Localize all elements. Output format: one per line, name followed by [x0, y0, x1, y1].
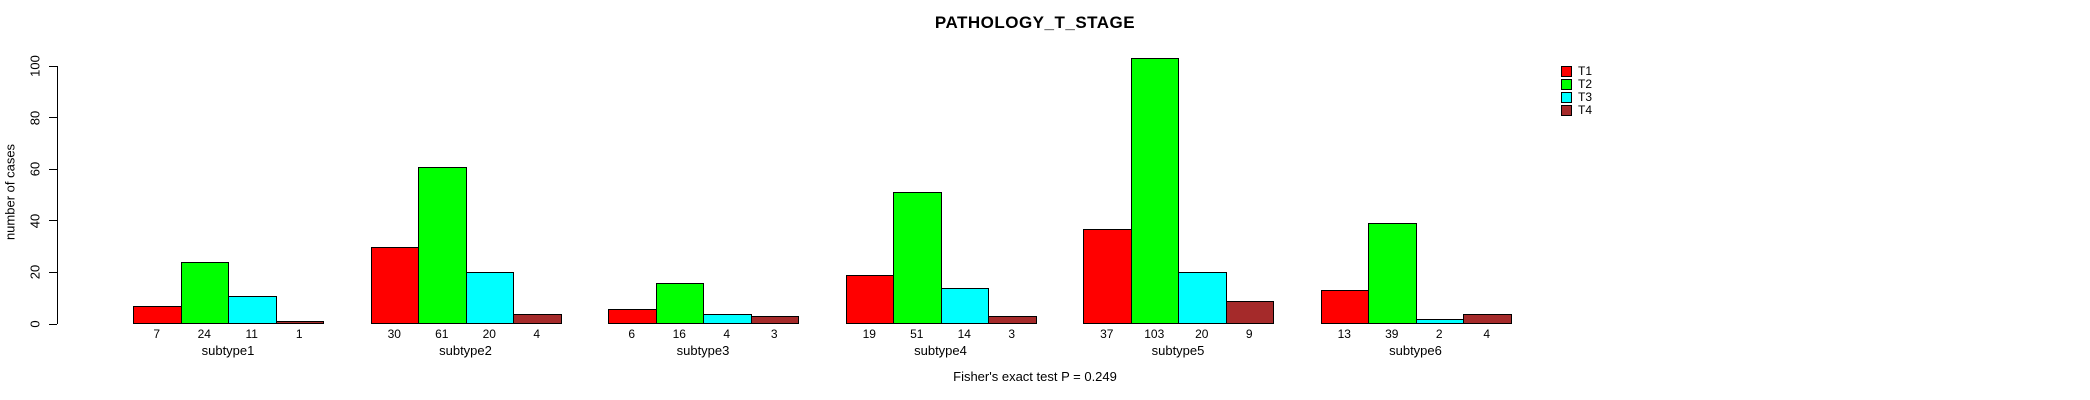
bar-T3-subtype1	[228, 295, 277, 324]
bar-T3-subtype3	[703, 313, 752, 324]
y-tick-mark-100	[49, 65, 57, 67]
category-label-subtype2: subtype2	[439, 343, 492, 358]
value-label-T2-subtype6: 39	[1385, 327, 1399, 341]
y-axis-title: number of cases	[2, 143, 18, 241]
value-label-T3-subtype3: 4	[723, 327, 731, 341]
bar-T4-subtype6	[1463, 313, 1512, 324]
value-label-T4-subtype3: 3	[770, 327, 778, 341]
value-label-T2-subtype1: 24	[197, 327, 211, 341]
value-label-T1-subtype1: 7	[153, 327, 161, 341]
bar-T4-subtype5	[1225, 300, 1274, 324]
category-label-subtype6: subtype6	[1389, 343, 1442, 358]
value-label-T2-subtype4: 51	[910, 327, 924, 341]
value-label-T2-subtype5: 103	[1144, 327, 1165, 341]
legend-label-T1: T1	[1578, 64, 1593, 78]
bar-T2-subtype3	[655, 282, 704, 324]
y-tick-mark-20	[49, 271, 57, 273]
y-axis-line	[57, 66, 58, 324]
value-label-T2-subtype2: 61	[435, 327, 449, 341]
legend-swatch-T2	[1561, 79, 1572, 90]
bar-T1-subtype6	[1320, 290, 1369, 324]
category-label-subtype3: subtype3	[676, 343, 730, 358]
legend-label-T3: T3	[1578, 90, 1593, 104]
legend-swatch-T3	[1561, 92, 1572, 103]
category-label-subtype5: subtype5	[1151, 343, 1205, 358]
y-tick-mark-60	[49, 168, 57, 170]
value-label-T1-subtype3: 6	[628, 327, 636, 341]
y-tick-label-40: 40	[27, 213, 43, 229]
bar-T3-subtype2	[465, 272, 514, 324]
legend-swatch-T1	[1561, 66, 1572, 77]
value-label-T4-subtype6: 4	[1483, 327, 1491, 341]
value-label-T3-subtype2: 20	[482, 327, 496, 341]
value-label-T1-subtype2: 30	[387, 327, 401, 341]
bar-T4-subtype1	[275, 321, 324, 324]
value-label-T3-subtype5: 20	[1195, 327, 1209, 341]
footnote-fisher-test: Fisher's exact test P = 0.249	[953, 369, 1117, 384]
value-label-T1-subtype4: 19	[862, 327, 876, 341]
value-label-T1-subtype6: 13	[1337, 327, 1351, 341]
bar-T3-subtype6	[1415, 318, 1464, 324]
bar-T1-subtype2	[370, 246, 419, 324]
bar-T1-subtype1	[133, 305, 182, 324]
value-label-T2-subtype3: 16	[672, 327, 686, 341]
bar-T2-subtype5	[1130, 58, 1179, 324]
value-label-T4-subtype4: 3	[1008, 327, 1016, 341]
bar-T1-subtype3	[608, 308, 657, 324]
legend-label-T4: T4	[1578, 103, 1593, 117]
bar-T2-subtype1	[180, 262, 229, 324]
bar-T1-subtype5	[1083, 228, 1132, 324]
value-label-T4-subtype5: 9	[1245, 327, 1253, 341]
value-label-T4-subtype2: 4	[533, 327, 541, 341]
y-tick-label-20: 20	[27, 265, 43, 280]
bar-T1-subtype4	[845, 274, 894, 324]
bar-T3-subtype5	[1178, 272, 1227, 324]
bar-T4-subtype3	[750, 316, 799, 324]
bar-T2-subtype4	[893, 192, 942, 324]
y-tick-mark-40	[49, 220, 57, 222]
bar-T3-subtype4	[940, 287, 989, 324]
chart-title: PATHOLOGY_T_STAGE	[934, 13, 1136, 32]
legend-swatch-T4	[1561, 105, 1572, 116]
value-label-T4-subtype1: 1	[295, 327, 303, 341]
bar-T4-subtype2	[513, 313, 562, 324]
value-label-T3-subtype4: 14	[957, 327, 971, 341]
value-label-T1-subtype5: 37	[1100, 327, 1114, 341]
value-label-T3-subtype6: 2	[1435, 327, 1443, 341]
y-tick-mark-0	[49, 323, 57, 325]
y-tick-label-100: 100	[27, 55, 43, 77]
category-label-subtype4: subtype4	[914, 343, 967, 358]
bar-T2-subtype2	[418, 166, 467, 324]
y-tick-label-80: 80	[27, 110, 43, 125]
y-tick-label-60: 60	[27, 161, 43, 177]
category-label-subtype1: subtype1	[201, 343, 255, 358]
legend-label-T2: T2	[1578, 77, 1593, 91]
y-tick-mark-80	[49, 117, 57, 119]
bar-T4-subtype4	[988, 316, 1037, 324]
y-tick-label-0: 0	[27, 320, 43, 328]
bar-T2-subtype6	[1368, 223, 1417, 324]
value-label-T3-subtype1: 11	[245, 327, 258, 341]
